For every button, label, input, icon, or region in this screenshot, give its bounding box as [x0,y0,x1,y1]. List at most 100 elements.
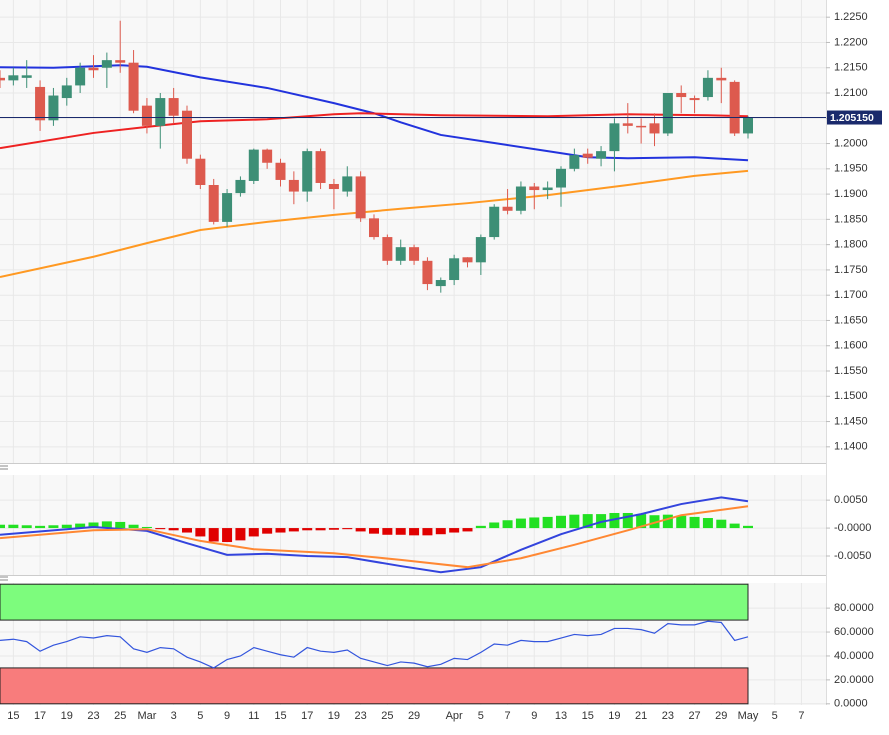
x-tick-label: 7 [798,710,804,722]
rsi-line [0,620,749,669]
candle-body [342,176,353,192]
candle-body [462,257,473,263]
candle-body [569,155,580,169]
x-tick-label: 25 [114,710,126,722]
candle-body [328,183,339,190]
candle-body [609,123,620,152]
panel-handle[interactable] [0,465,8,470]
x-tick-label: 19 [608,710,620,722]
histogram-bar [195,528,206,537]
y-tick-label: 0.0050 [834,494,868,506]
rsi-band [0,667,749,705]
histogram-bar [502,520,513,529]
y-tick-label: 1.1800 [834,239,868,251]
x-tick-label: 11 [248,710,259,722]
y-tick-label: -0.0050 [834,550,871,562]
y-tick-label: 20.0000 [834,674,874,686]
x-tick-label: 7 [505,710,511,722]
y-tick-label: 1.1750 [834,264,868,276]
x-tick-label: 27 [688,710,700,722]
candle-body [168,98,179,116]
candle-body [542,187,553,191]
histogram-bar [515,518,526,529]
histogram-bar [409,528,420,536]
histogram-bar [622,512,633,529]
candle-body [195,158,206,185]
candle-body [262,149,273,163]
price-label: 1.205150 [830,112,874,124]
x-tick-label: 21 [635,710,647,722]
histogram-bar [235,528,246,541]
histogram-bar [141,526,152,529]
histogram-bar [0,524,5,529]
panel-handle[interactable] [0,576,8,581]
y-tick-label: 1.2000 [834,137,868,149]
candle-body [369,218,379,238]
x-tick-label: 19 [328,710,340,722]
y-tick-label: 1.2200 [834,36,868,48]
candle-body [409,247,420,261]
price-label-box [827,110,882,125]
candle-body [355,176,366,219]
candle-body [689,98,700,101]
candle-body [395,247,406,261]
candle-body [235,179,246,194]
candle-body [435,280,446,287]
candle-body [21,75,32,78]
histogram-bar [449,528,460,533]
x-tick-label: 5 [772,710,778,722]
candle-body [182,110,192,159]
candle-body [302,151,313,192]
histogram-bar [676,515,687,529]
histogram-bar [128,524,139,529]
y-tick-label: 1.1850 [834,213,868,225]
x-tick-label: 29 [408,710,420,722]
candle-body [101,60,112,68]
y-tick-label: 1.1550 [834,365,868,377]
x-tick-label: 5 [478,710,484,722]
candle-body [155,98,166,126]
x-tick-label: 5 [197,710,203,722]
histogram-bar [529,517,540,529]
candle-body [556,168,566,188]
x-tick-label: 19 [61,710,73,722]
y-tick-label: 1.2100 [834,87,868,99]
histogram-bar [48,525,59,529]
x-tick-label: 17 [34,710,46,722]
candle-body [676,93,687,98]
x-tick-label: 29 [715,710,727,722]
histogram-bar [115,521,126,529]
y-tick-label: 1.1650 [834,314,868,326]
y-tick-label: 40.0000 [834,650,874,662]
histogram-bar [168,528,179,531]
histogram-bar [369,528,379,534]
histogram-bar [302,528,313,531]
candle-body [141,105,152,126]
histogram-bar [475,525,486,529]
histogram-bar [542,516,553,529]
y-tick-label: 60.0000 [834,626,874,638]
histogram-bar [155,528,166,530]
candle-body [702,77,713,98]
candle-body [248,149,259,181]
candle-body [382,237,393,261]
x-tick-label: Apr [446,710,463,722]
candle-body [61,85,72,99]
histogram-bar [21,525,32,529]
histogram-bar [262,528,273,534]
x-tick-label: 23 [662,710,674,722]
candle-body [115,60,126,63]
candle-body [275,162,286,180]
histogram-bar [649,515,660,529]
histogram-bar [743,525,753,529]
candle-body [128,62,139,111]
histogram-bar [422,528,433,536]
x-tick-label: 15 [274,710,286,722]
candle-body [662,93,673,134]
histogram-bar [716,519,727,529]
candle-body [35,86,46,121]
candle-body [529,186,540,191]
moving-average [0,169,749,278]
histogram-bar [88,522,99,529]
